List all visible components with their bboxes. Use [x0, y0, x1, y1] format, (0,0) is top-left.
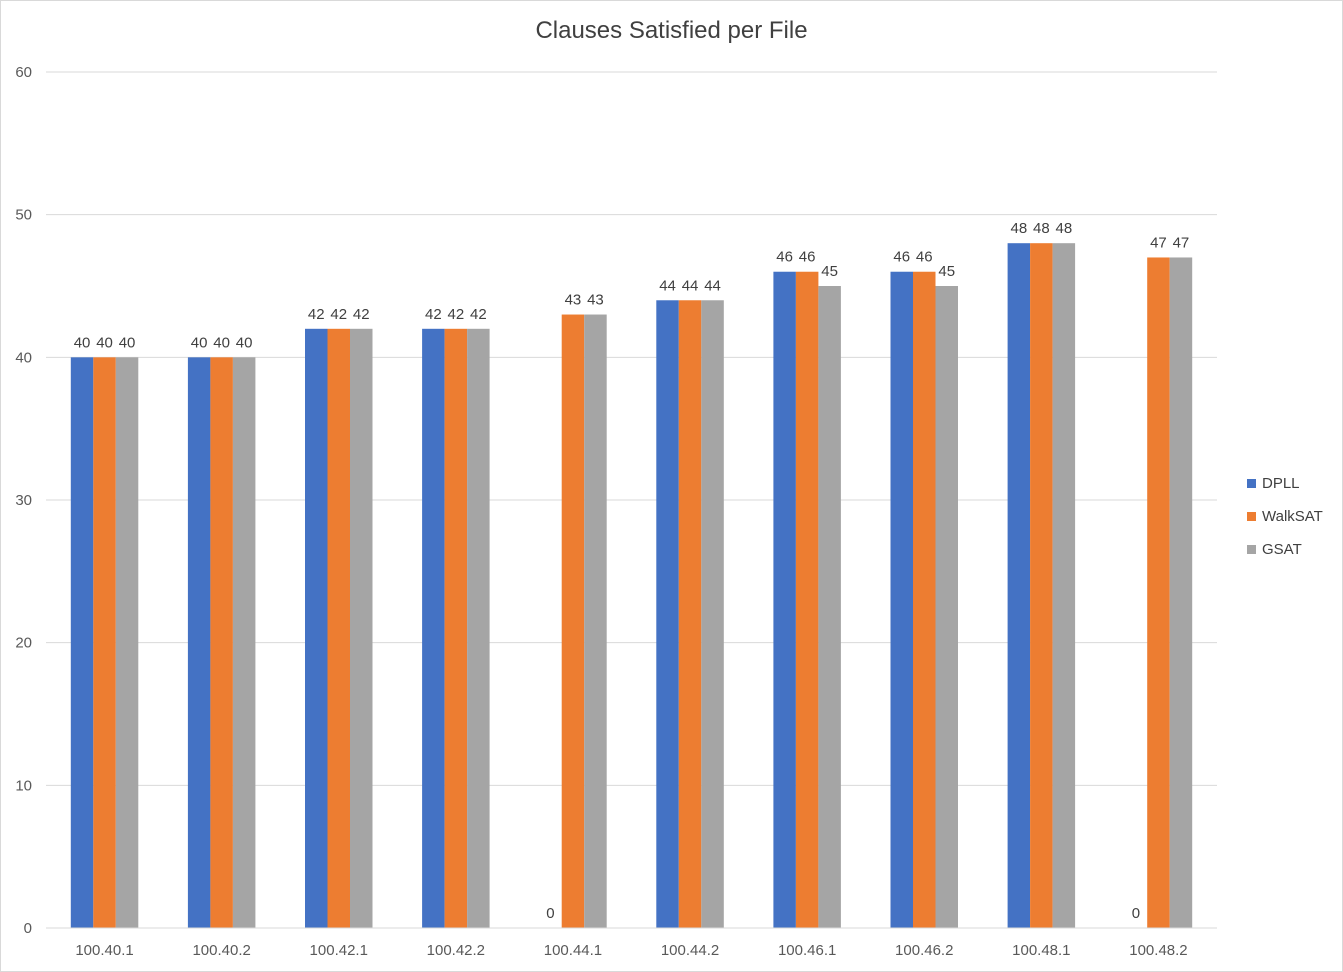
data-label: 42 — [470, 306, 487, 323]
legend-item-dpll: DPLL — [1247, 467, 1323, 500]
data-label: 42 — [330, 306, 347, 323]
data-label: 43 — [565, 292, 582, 309]
legend-item-gsat: GSAT — [1247, 533, 1323, 566]
bar-dpll — [890, 271, 913, 928]
bar-gsat — [701, 300, 724, 928]
data-label: 0 — [1132, 905, 1140, 922]
data-label: 42 — [353, 306, 370, 323]
x-tick-label: 100.46.1 — [778, 942, 836, 959]
data-label: 48 — [1056, 220, 1073, 237]
bar-walksat — [913, 271, 936, 928]
bar-dpll — [70, 357, 94, 928]
bar-walksat — [1147, 257, 1170, 928]
data-label: 46 — [893, 249, 910, 266]
data-label: 44 — [704, 277, 721, 294]
bar-gsat — [232, 357, 256, 928]
x-tick-label: 100.42.2 — [427, 942, 485, 959]
bar-walksat — [678, 300, 702, 928]
bar-dpll — [773, 271, 796, 928]
bar-dpll — [422, 328, 445, 928]
chart-title: Clauses Satisfied per File — [535, 17, 808, 44]
x-tick-label: 100.48.2 — [1129, 942, 1187, 959]
data-label: 48 — [1033, 220, 1050, 237]
bar-gsat — [350, 328, 373, 928]
bar-walksat — [1030, 243, 1053, 928]
bar-gsat — [935, 286, 958, 928]
y-tick-label: 20 — [15, 635, 32, 652]
bar-walksat — [444, 328, 468, 928]
bar-dpll — [187, 357, 211, 928]
bar-walksat — [561, 314, 585, 928]
data-label: 44 — [659, 277, 676, 294]
legend-swatch-gsat — [1247, 545, 1256, 554]
x-tick-label: 100.44.1 — [544, 942, 602, 959]
bar-walksat — [210, 357, 233, 928]
data-label: 40 — [213, 334, 230, 351]
data-label: 42 — [448, 306, 465, 323]
y-tick-label: 10 — [15, 777, 32, 794]
data-label: 43 — [587, 292, 604, 309]
x-tick-label: 100.42.1 — [310, 942, 368, 959]
data-label: 46 — [799, 249, 816, 266]
data-label: 47 — [1173, 234, 1190, 251]
x-tick-label: 100.46.2 — [895, 942, 953, 959]
data-label: 48 — [1011, 220, 1028, 237]
bar-gsat — [115, 357, 139, 928]
bar-dpll — [305, 328, 328, 928]
data-label: 0 — [546, 905, 554, 922]
y-tick-label: 30 — [15, 492, 32, 509]
data-label: 45 — [821, 263, 838, 280]
x-tick-label: 100.44.2 — [661, 942, 719, 959]
bar-gsat — [1169, 257, 1193, 928]
y-tick-label: 0 — [24, 920, 32, 937]
bar-gsat — [584, 314, 607, 928]
legend-label-gsat: GSAT — [1262, 541, 1302, 558]
data-label: 46 — [916, 249, 933, 266]
x-tick-label: 100.40.2 — [192, 942, 250, 959]
legend-swatch-dpll — [1247, 479, 1256, 488]
legend-swatch-walksat — [1247, 512, 1256, 521]
bar-gsat — [1052, 243, 1076, 928]
data-label: 44 — [682, 277, 699, 294]
data-label: 45 — [938, 263, 955, 280]
data-label: 46 — [776, 249, 793, 266]
x-tick-label: 100.40.1 — [75, 942, 133, 959]
legend-label-walksat: WalkSAT — [1262, 508, 1323, 525]
data-label: 40 — [236, 334, 253, 351]
bar-dpll — [1007, 243, 1031, 928]
bar-gsat — [818, 286, 841, 928]
data-label: 42 — [425, 306, 442, 323]
y-tick-label: 60 — [15, 64, 32, 81]
legend: DPLL WalkSAT GSAT — [1247, 467, 1323, 566]
x-tick-label: 100.48.1 — [1012, 942, 1070, 959]
data-label: 40 — [74, 334, 91, 351]
bar-dpll — [656, 300, 679, 928]
legend-label-dpll: DPLL — [1262, 475, 1300, 492]
y-tick-label: 50 — [15, 207, 32, 224]
legend-item-walksat: WalkSAT — [1247, 500, 1323, 533]
data-label: 40 — [96, 334, 113, 351]
data-label: 40 — [191, 334, 208, 351]
y-tick-label: 40 — [15, 349, 32, 366]
bar-walksat — [795, 271, 819, 928]
bar-walksat — [327, 328, 350, 928]
bar-walksat — [93, 357, 116, 928]
data-label: 47 — [1150, 234, 1167, 251]
data-label: 40 — [119, 334, 136, 351]
data-label: 42 — [308, 306, 325, 323]
bar-gsat — [467, 328, 490, 928]
